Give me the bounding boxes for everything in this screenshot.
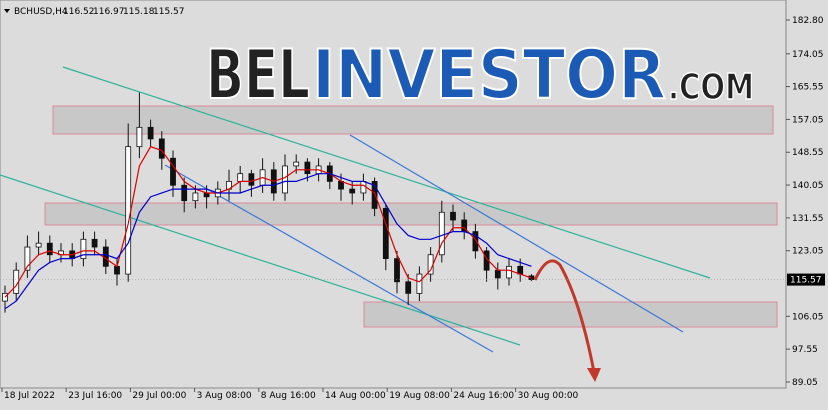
last-price-box xyxy=(787,273,825,286)
header-icon xyxy=(4,9,10,13)
candle-body xyxy=(304,161,311,175)
candle-body xyxy=(248,173,255,186)
projection-arrow xyxy=(533,259,596,373)
candle-body xyxy=(472,231,479,252)
candle-body xyxy=(192,192,199,202)
y-tick-label: 140.05 xyxy=(792,181,824,191)
candle-body xyxy=(405,281,412,294)
candle-body xyxy=(237,173,244,182)
candle-body xyxy=(450,211,456,221)
candle-body xyxy=(506,265,512,279)
candle-body xyxy=(46,242,53,256)
x-tick-label: 8 Aug 16:00 xyxy=(261,391,316,401)
watermark-brand: BEL xyxy=(206,36,310,115)
candle-body xyxy=(438,211,445,256)
watermark-suffix: .COM xyxy=(668,67,754,108)
zone xyxy=(363,301,778,328)
x-tick-label: 18 Jul 2022 xyxy=(4,391,55,401)
candle-body xyxy=(147,126,154,140)
x-tick-label: 19 Aug 08:00 xyxy=(389,391,450,401)
x-tick-label: 14 Aug 00:00 xyxy=(325,391,386,401)
y-tick-label: 148.55 xyxy=(792,148,824,158)
candle-body xyxy=(91,238,98,248)
candle-body xyxy=(181,184,188,202)
candle-body xyxy=(282,165,288,194)
indicator-line xyxy=(4,145,532,298)
candle-body xyxy=(114,265,120,275)
header-value: 116.97 xyxy=(93,7,125,17)
candle-body xyxy=(80,238,87,260)
watermark-name: INVESTOR xyxy=(312,36,666,115)
x-tick-label: 3 Aug 08:00 xyxy=(197,391,252,401)
trend-line xyxy=(349,134,684,333)
x-tick-label: 29 Jul 00:00 xyxy=(132,391,186,401)
candle-body xyxy=(125,146,132,275)
indicator-line xyxy=(4,173,532,310)
candle-body xyxy=(136,126,143,148)
candle-body xyxy=(35,242,42,248)
y-tick-label: 123.05 xyxy=(792,247,824,257)
trend-line xyxy=(62,66,711,279)
y-tick-label: 174.05 xyxy=(792,50,824,60)
last-price-label: 115.57 xyxy=(790,276,822,286)
header-value: 116.52 xyxy=(63,7,95,17)
candle-body xyxy=(371,180,378,209)
zone xyxy=(44,202,778,226)
candle-body xyxy=(416,273,423,294)
candle-body xyxy=(293,161,300,167)
x-tick-label: 30 Aug 00:00 xyxy=(518,391,579,401)
header-value: 115.18 xyxy=(123,7,155,17)
x-tick-label: 23 Jul 16:00 xyxy=(68,391,122,401)
candle-body xyxy=(170,157,176,186)
x-tick-label: 24 Aug 16:00 xyxy=(453,391,514,401)
candle-body xyxy=(349,188,356,194)
y-tick-label: 97.55 xyxy=(792,345,818,355)
candle-body xyxy=(382,208,389,260)
candle-body xyxy=(394,258,400,283)
y-tick-label: 131.55 xyxy=(792,214,824,224)
candle-body xyxy=(24,246,31,271)
header-value: 115.57 xyxy=(153,7,185,17)
y-tick-label: 182.80 xyxy=(792,16,824,26)
y-tick-label: 106.05 xyxy=(792,312,824,322)
series-layer xyxy=(2,92,535,313)
y-tick-label: 157.05 xyxy=(792,115,824,125)
y-tick-label: 165.55 xyxy=(792,83,824,93)
candle-body xyxy=(158,138,165,159)
arrow-head xyxy=(587,368,601,382)
candle-body xyxy=(494,269,501,279)
symbol: BCHUSD,H4 xyxy=(14,7,68,17)
trend-line xyxy=(0,174,521,346)
zone xyxy=(52,105,774,135)
y-tick-label: 89.05 xyxy=(792,378,818,388)
